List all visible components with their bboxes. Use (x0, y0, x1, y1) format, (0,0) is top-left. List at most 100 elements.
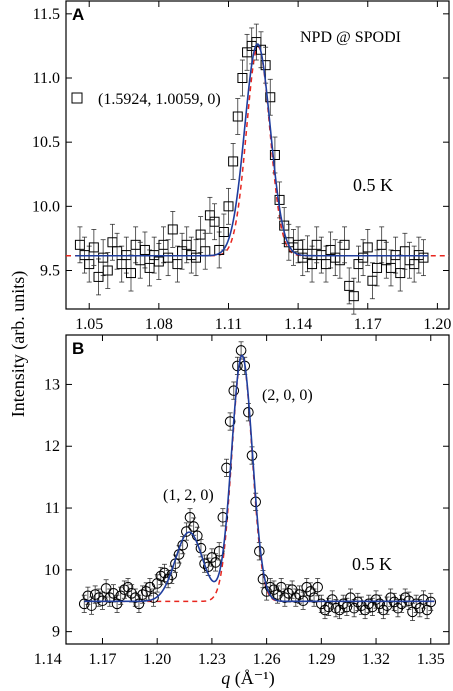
panel-b-data-point (155, 570, 167, 582)
panel-a-y-tick-label: 10.5 (32, 134, 60, 151)
panel-b-data-point (224, 416, 236, 427)
panel-a-points (74, 23, 429, 315)
panel-a-x-tick-label: 1.05 (75, 316, 103, 333)
panel-b-x-tick-label: 1.32 (362, 651, 390, 668)
panel-b-data-point (148, 592, 159, 603)
panel-b-data-point (192, 530, 203, 542)
panel-b-y-tick-label: 11 (45, 500, 60, 517)
panel-b-points (78, 341, 437, 621)
panel-b-data-point (312, 581, 323, 593)
panel-b-axes: 1.14 1.17 1.20 1.23 1.26 1.29 1.32 1.35 9 10 11 12 1… (34, 335, 449, 668)
panel-a-red-dashed-fit-line (66, 45, 449, 257)
panel-b-data-point (294, 589, 305, 600)
panel-a-data-point (339, 239, 350, 250)
panel-b-x-tick-label: 1.17 (88, 651, 116, 668)
panel-b: B (2, 0, 0) (1, 2, 0) 0.5 K 1.14 1.17 1.20… (34, 334, 450, 668)
panel-b-x-tick-label: 1.35 (417, 651, 445, 668)
panel-b-data-point (130, 592, 141, 603)
panel-a-letter: A (72, 5, 84, 24)
panel-a-data-point (265, 92, 276, 103)
annotation-peak-200: (2, 0, 0) (262, 387, 313, 404)
x-axis-label-unit: (Å⁻¹) (230, 668, 274, 689)
legend-label: (1.5924, 1.0059, 0) (98, 91, 221, 108)
x-axis-label-symbol: q (221, 668, 230, 688)
panel-a-title: NPD @ SPODI (300, 29, 401, 46)
panel-a-data-point (237, 73, 248, 83)
panel-a-data-point (395, 268, 406, 279)
panel-a-data-point (218, 227, 229, 237)
panel-a-data-point (307, 259, 318, 270)
panel-b-data-point (275, 581, 287, 593)
panel-a: A NPD @ SPODI 0.5 K (1.5924, 1.0059, 0) … (32, 0, 451, 333)
panel-a-axes: 1.05 1.08 1.11 1.14 1.17 1.20 9.5 10.0 10.5 11.0 1… (32, 1, 451, 333)
panel-b-frame (65, 334, 450, 645)
panel-a-data-point (260, 60, 271, 71)
annotation-peak-120: (1, 2, 0) (163, 487, 214, 504)
panel-b-blue-fit (84, 354, 435, 603)
panel-b-data-point (213, 546, 225, 557)
panel-b-data-point (122, 581, 134, 593)
panel-b-blue-fit-line (84, 354, 435, 603)
panel-a-frame (65, 0, 450, 310)
panel-a-data-point (232, 111, 243, 122)
panel-a-x-tick-label: 1.17 (354, 316, 382, 333)
panel-b-data-point (93, 592, 105, 603)
panel-a-data-point (269, 150, 280, 160)
y-axis-label: Intensity (arb. units) (8, 271, 29, 417)
panel-b-data-point (396, 598, 407, 610)
panel-b-data-point (133, 598, 145, 610)
panel-b-x-tick-label: 1.14 (34, 651, 62, 668)
panel-a-x-tick-label: 1.08 (145, 316, 173, 333)
panel-a-x-tick-label: 1.11 (215, 316, 242, 333)
panel-a-x-tick-label: 1.20 (423, 316, 451, 333)
panel-b-data-point (181, 526, 192, 537)
panel-b-data-point (159, 567, 170, 579)
panel-b-data-point (337, 598, 349, 610)
panel-b-data-point (359, 604, 371, 616)
panel-b-temperature: 0.5 K (352, 554, 392, 574)
panel-b-x-tick-label: 1.23 (198, 651, 226, 668)
panel-b-data-point (188, 521, 199, 532)
panel-b-data-point (399, 592, 411, 603)
panel-a-data-point (88, 242, 99, 253)
panel-a-data-point (163, 252, 174, 263)
panel-a-data-point (362, 242, 373, 253)
panel-b-x-tick-label: 1.26 (253, 651, 281, 668)
panel-a-data-point (102, 265, 113, 276)
panel-b-data-point (334, 604, 345, 616)
panel-b-y-tick-label: 10 (44, 562, 60, 579)
panel-b-data-point (184, 512, 196, 523)
panel-b-x-tick-label: 1.29 (307, 651, 335, 668)
panel-a-data-point (418, 252, 429, 263)
panel-b-data-point (348, 602, 360, 614)
panel-b-data-point (221, 462, 232, 474)
panel-a-y-tick-label: 9.5 (40, 263, 60, 280)
panel-b-data-point (89, 589, 101, 600)
panel-a-red-fit (66, 45, 449, 257)
panel-b-data-point (199, 558, 210, 569)
panel-a-blue-fit (75, 43, 429, 257)
panel-a-data-point (93, 271, 104, 282)
panel-b-data-point (228, 385, 240, 396)
panel-b-data-point (374, 598, 385, 610)
panel-b-data-point (232, 360, 243, 372)
panel-b-data-point (108, 588, 119, 599)
panel-b-data-point (290, 592, 302, 603)
panel-b-data-point (316, 598, 327, 610)
panel-b-data-point (418, 594, 429, 605)
panel-b-x-tick-label: 1.20 (143, 651, 171, 668)
panel-a-data-point (372, 262, 383, 273)
x-axis-label: q (Å⁻¹) (221, 668, 274, 689)
panel-a-temperature: 0.5 K (353, 175, 393, 195)
panel-b-data-point (137, 589, 148, 600)
panel-a-y-tick-label: 10.0 (32, 198, 60, 215)
panel-a-data-point (348, 291, 359, 302)
panel-b-data-point (308, 592, 320, 603)
panel-b-data-point (319, 604, 331, 616)
panel-a-blue-fit-line (75, 43, 429, 257)
panel-a-data-point (209, 216, 220, 227)
panel-a-y-tick-label: 11.5 (33, 6, 60, 23)
panel-b-y-tick-label: 9 (52, 624, 60, 641)
panel-b-letter: B (72, 339, 84, 358)
